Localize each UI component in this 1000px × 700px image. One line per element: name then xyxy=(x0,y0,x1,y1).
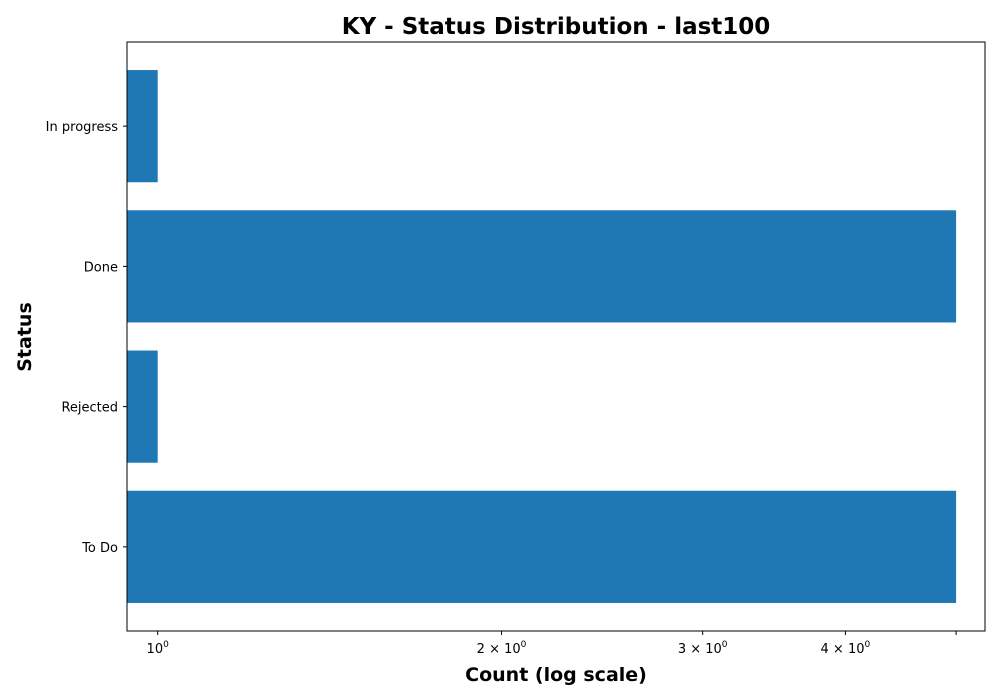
x-tick-label: 3 × 100 xyxy=(678,640,728,657)
bar-done xyxy=(127,210,957,323)
bar-rejected xyxy=(127,350,158,463)
y-tick-label: Rejected xyxy=(61,401,118,416)
bars-layer xyxy=(127,70,957,603)
y-axis-label: Status xyxy=(14,302,36,372)
x-tick-label: 100 xyxy=(147,640,170,657)
chart-title: KY - Status Distribution - last100 xyxy=(342,14,771,40)
bar-in-progress xyxy=(127,70,158,183)
y-axis-ticks: To Do Rejected Done In progress xyxy=(46,120,127,556)
bar-to-do xyxy=(127,490,957,603)
x-tick-label: 4 × 100 xyxy=(821,640,871,657)
x-axis-ticks: 100 2 × 100 3 × 100 4 × 100 xyxy=(147,631,957,657)
y-tick-label: In progress xyxy=(46,120,119,135)
y-tick-label: To Do xyxy=(81,541,118,556)
x-tick-label: 2 × 100 xyxy=(477,640,527,657)
plot-frame xyxy=(126,41,986,632)
x-axis-label: Count (log scale) xyxy=(465,664,647,686)
y-tick-label: Done xyxy=(84,260,118,275)
